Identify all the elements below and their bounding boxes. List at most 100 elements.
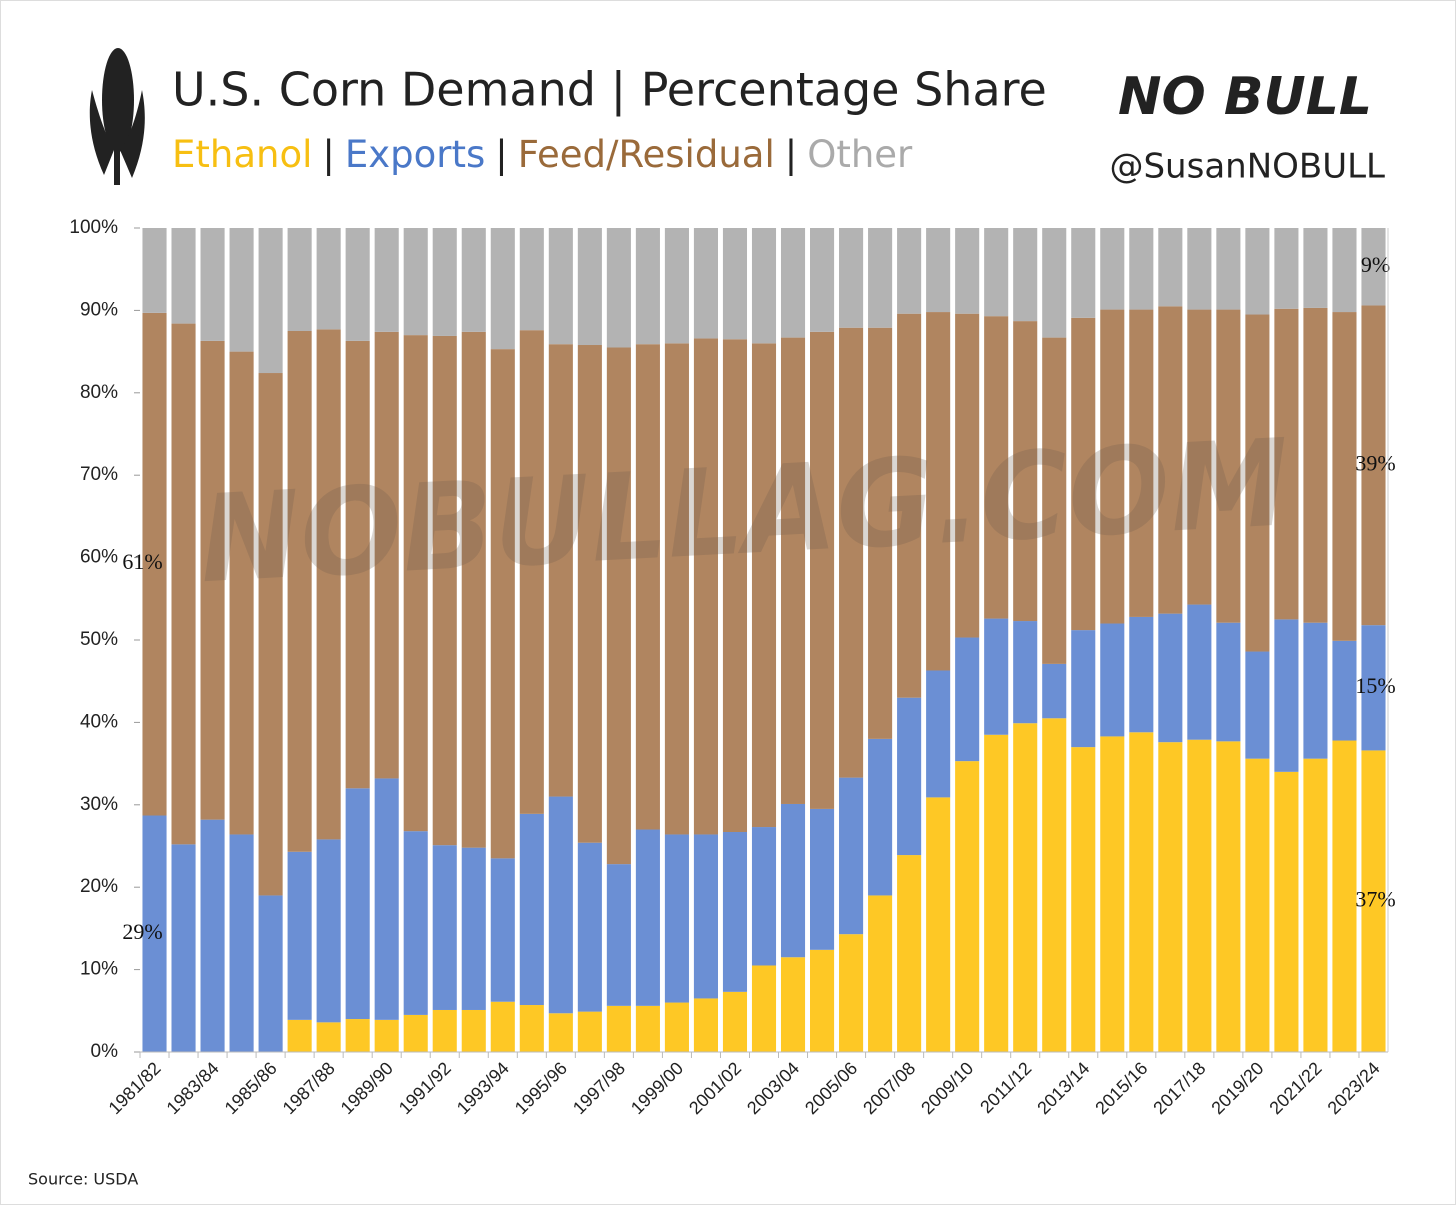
bar-segment xyxy=(955,228,980,314)
bar-segment xyxy=(1013,723,1038,1052)
bar-segment xyxy=(1216,309,1241,623)
bar-segment xyxy=(1071,630,1096,748)
plot: 0% 10% 20% 30% 40% 50% 60% 70% 80% 90% 100% 29% 61% 1… xyxy=(69,217,1395,1118)
bar-segment xyxy=(868,738,893,896)
bar-segment xyxy=(519,1005,544,1052)
bar-segment xyxy=(780,957,806,1052)
bar-segment xyxy=(955,313,980,638)
bar-segment xyxy=(780,337,806,804)
bar-segment xyxy=(229,834,254,1052)
bar-segment xyxy=(839,934,864,1052)
bar-segment xyxy=(693,228,718,339)
bar-segment xyxy=(1071,317,1096,631)
bar-segment xyxy=(635,228,660,345)
bar-segment xyxy=(1245,314,1270,652)
bar-segment xyxy=(722,228,748,340)
bar-segment xyxy=(1187,604,1212,740)
bar-segment xyxy=(432,1009,457,1052)
separator: | xyxy=(785,133,797,176)
bar-segment xyxy=(751,228,777,344)
bar-segment xyxy=(635,1005,660,1052)
bar-segment xyxy=(1158,742,1183,1052)
bar-segment xyxy=(722,831,748,992)
y-tick-label: 60% xyxy=(80,547,118,568)
bar-segment xyxy=(200,819,225,1052)
bar-segment xyxy=(548,228,573,345)
bar-segment xyxy=(490,1001,515,1052)
bar-segment xyxy=(1245,758,1270,1052)
bar-segment xyxy=(1187,739,1212,1052)
bar-segment xyxy=(1129,616,1154,733)
bar-segment xyxy=(490,349,515,859)
bar-segment xyxy=(577,842,602,1012)
bar-segment xyxy=(1100,736,1125,1052)
bar-segment xyxy=(1245,228,1270,315)
bar-segment xyxy=(1042,663,1067,719)
bar-segment xyxy=(258,228,283,374)
bar-segment xyxy=(1303,228,1328,308)
bar-segment xyxy=(839,327,864,778)
y-tick-label: 100% xyxy=(69,217,118,238)
bar-segment xyxy=(984,316,1009,619)
bar-segment xyxy=(722,991,748,1052)
bar-segment xyxy=(664,343,689,835)
bar-segment xyxy=(345,788,370,1020)
bar-segment xyxy=(606,864,631,1006)
bar-segment xyxy=(519,330,544,814)
handle: @SusanNOBULL xyxy=(1109,147,1385,187)
bar-segment xyxy=(1361,625,1386,751)
bar-segment xyxy=(287,851,312,1020)
bar-segment xyxy=(548,1013,573,1052)
bar-segment xyxy=(1158,613,1183,743)
bar-segment xyxy=(374,331,399,779)
bar-segment xyxy=(868,327,893,739)
bar-segment xyxy=(316,839,341,1023)
bar-segment xyxy=(1361,305,1386,626)
bar-segment xyxy=(955,761,980,1052)
bar-segment xyxy=(287,1019,312,1052)
bar-segment xyxy=(1361,750,1386,1052)
bar-segment xyxy=(461,228,486,332)
legend-entry: Exports xyxy=(345,133,485,176)
bar-segment xyxy=(722,339,748,832)
bar-segment xyxy=(926,228,951,313)
bar-segment xyxy=(984,618,1009,735)
bar-segment xyxy=(258,373,283,896)
bar-segment xyxy=(1158,306,1183,614)
bar-segment xyxy=(374,1019,399,1052)
bar-segment xyxy=(984,228,1009,317)
bar-segment xyxy=(1332,312,1357,641)
bar-segment xyxy=(519,228,544,331)
bar-segment xyxy=(1245,651,1270,759)
bar-segment xyxy=(1129,732,1154,1052)
bar-segment xyxy=(403,228,428,336)
bar-segment xyxy=(1332,640,1357,741)
bar-segment xyxy=(577,345,602,843)
bar-segment xyxy=(955,637,980,762)
bar-segment xyxy=(1216,228,1241,310)
y-tick-label: 70% xyxy=(80,464,118,485)
bar-segment xyxy=(490,228,515,350)
y-tick-label: 50% xyxy=(80,629,118,650)
bar-segment xyxy=(664,1002,689,1052)
bar-segment xyxy=(1303,622,1328,759)
bar-segment xyxy=(606,1005,631,1052)
bar-segment xyxy=(1274,619,1299,772)
bar-segment xyxy=(432,845,457,1010)
bar-segment xyxy=(577,228,602,346)
bar-segment xyxy=(693,834,718,999)
bar-segment xyxy=(1042,337,1067,664)
bar-segment xyxy=(1361,228,1386,306)
bar-segment xyxy=(432,228,457,336)
bar-segment xyxy=(1129,309,1154,617)
y-tick-label: 0% xyxy=(91,1041,119,1062)
bar-segment xyxy=(1100,623,1125,737)
bar-segment xyxy=(810,331,835,809)
bar-segment xyxy=(548,344,573,797)
bar-segment xyxy=(606,347,631,865)
bar-segment xyxy=(1187,228,1212,310)
bar-segment xyxy=(1274,308,1299,620)
bar-segment xyxy=(897,228,922,314)
chart-title: U.S. Corn Demand | Percentage Share xyxy=(172,63,1047,118)
bar-segment xyxy=(403,335,428,832)
